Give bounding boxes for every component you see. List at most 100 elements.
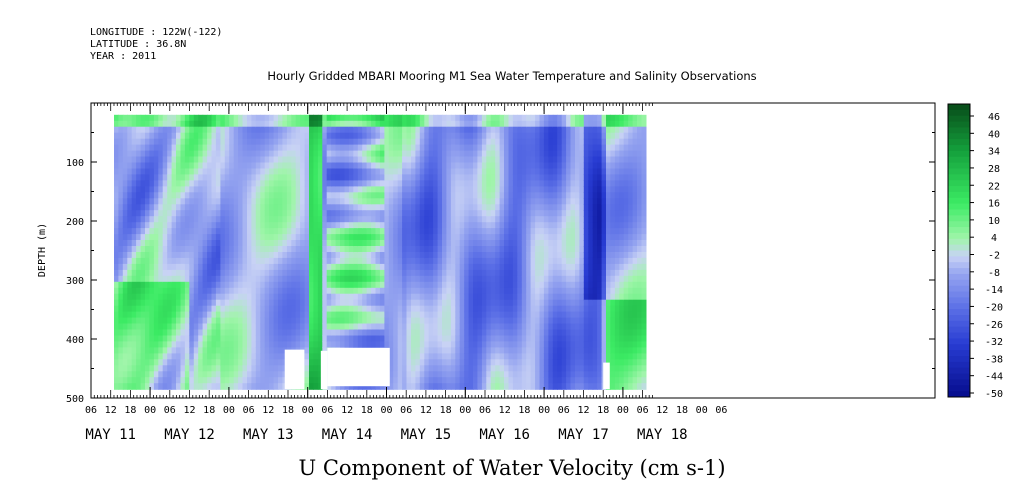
x-tick-label: 12 xyxy=(183,405,195,416)
x-tick-label: 06 xyxy=(479,405,491,416)
colorbar-segment xyxy=(948,379,970,386)
y-tick-label: 500 xyxy=(66,394,84,405)
colorbar-segment xyxy=(948,344,970,351)
x-tick-label: 12 xyxy=(577,405,589,416)
x-tick-label: 18 xyxy=(203,405,215,416)
x-tick-label: 06 xyxy=(243,405,255,416)
date-label: MAY 17 xyxy=(558,427,609,443)
colorbar-segment xyxy=(948,338,970,345)
colorbar-segment xyxy=(948,297,970,304)
x-tick-label: 18 xyxy=(518,405,530,416)
x-tick-label: 12 xyxy=(105,405,117,416)
colorbar-segment xyxy=(948,186,970,193)
date-label: MAY 13 xyxy=(243,427,294,443)
x-tick-label: 06 xyxy=(85,405,97,416)
x-tick-label: 06 xyxy=(164,405,176,416)
x-tick-label: 12 xyxy=(341,405,353,416)
colorbar-label: 22 xyxy=(988,181,1000,192)
x-tick-label: 18 xyxy=(597,405,609,416)
x-tick-label: 00 xyxy=(538,405,550,416)
colorbar-segment xyxy=(948,180,970,187)
colorbar-segment xyxy=(948,262,970,269)
x-tick-label: 06 xyxy=(400,405,412,416)
x-tick-label: 00 xyxy=(302,405,314,416)
colorbar-segment xyxy=(948,256,970,263)
colorbar-label: 10 xyxy=(988,216,1000,227)
colorbar-segment xyxy=(948,273,970,281)
x-tick-label: 00 xyxy=(617,405,629,416)
colorbar-segment xyxy=(948,174,970,181)
date-label: MAY 11 xyxy=(85,427,136,443)
y-tick-label: 300 xyxy=(66,276,84,287)
colorbar-segment xyxy=(948,303,970,310)
colorbar-label: 4 xyxy=(991,233,997,244)
colorbar-segment xyxy=(948,232,970,240)
colorbar: 46 40 34 28 22 16 10 4 -2 -8 -14 -20 -26 -32 -38 -44 -50 xyxy=(947,103,1003,400)
colorbar-segment xyxy=(948,227,970,234)
colorbar-segment xyxy=(948,133,970,140)
colorbar-label: -44 xyxy=(985,372,1003,383)
colorbar-label: -14 xyxy=(985,285,1003,296)
colorbar-segment xyxy=(948,320,970,328)
x-tick-label: 00 xyxy=(459,405,471,416)
year-label: YEAR : 2011 xyxy=(90,51,156,62)
colorbar-segment xyxy=(948,309,970,316)
colorbar-segment xyxy=(948,156,970,164)
colorbar-label: 34 xyxy=(988,147,1000,158)
colorbar-label: 16 xyxy=(988,199,1000,210)
colorbar-label: -8 xyxy=(988,268,1000,279)
colorbar-segment xyxy=(948,326,970,334)
y-tick-label: 100 xyxy=(66,158,84,169)
colorbar-segment xyxy=(948,127,970,134)
colorbar-segment xyxy=(948,162,970,169)
date-label: MAY 15 xyxy=(401,427,452,443)
colorbar-segment xyxy=(948,109,970,117)
colorbar-segment xyxy=(948,391,970,398)
colorbar-segment xyxy=(948,244,970,251)
colorbar-segment xyxy=(948,332,970,339)
y-tick-label: 400 xyxy=(66,335,84,346)
x-tick-label: 06 xyxy=(637,405,649,416)
longitude-label: LONGITUDE : 122W(-122) xyxy=(90,27,222,38)
colorbar-label: -26 xyxy=(985,320,1003,331)
colorbar-segment xyxy=(948,145,970,152)
colorbar-segment xyxy=(948,350,970,357)
colorbar-segment xyxy=(948,168,970,175)
x-tick-label: 18 xyxy=(676,405,688,416)
x-tick-label: 18 xyxy=(440,405,452,416)
x-tick-label: 06 xyxy=(715,405,727,416)
date-label: MAY 18 xyxy=(637,427,688,443)
colorbar-segment xyxy=(948,221,970,228)
latitude-label: LATITUDE : 36.8N xyxy=(90,39,186,50)
x-tick-label: 06 xyxy=(321,405,333,416)
colorbar-label: 40 xyxy=(988,129,1000,140)
colorbar-label: -20 xyxy=(985,302,1003,313)
x-tick-label: 12 xyxy=(499,405,511,416)
colorbar-segment xyxy=(948,291,970,298)
x-tick-label: 06 xyxy=(558,405,570,416)
x-tick-label: 18 xyxy=(361,405,373,416)
x-tick-label: 18 xyxy=(124,405,136,416)
colorbar-segment xyxy=(948,121,970,128)
colorbar-segment xyxy=(948,215,970,222)
colorbar-segment xyxy=(948,361,970,369)
colorbar-label: 46 xyxy=(988,112,1000,123)
heatmap-field xyxy=(114,114,647,390)
colorbar-label: -50 xyxy=(985,389,1003,400)
colorbar-segment xyxy=(948,209,970,216)
colorbar-segment xyxy=(948,285,970,293)
date-label: MAY 14 xyxy=(322,427,373,443)
colorbar-segment xyxy=(948,203,970,210)
colorbar-segment xyxy=(948,373,970,380)
colorbar-segment xyxy=(948,191,970,199)
colorbar-segment xyxy=(948,139,970,146)
colorbar-segment xyxy=(948,104,970,111)
x-axis-label: U Component of Water Velocity (cm s-1) xyxy=(298,456,725,480)
colorbar-segment xyxy=(948,355,970,363)
colorbar-label: -2 xyxy=(988,251,1000,262)
date-label: MAY 16 xyxy=(479,427,530,443)
x-tick-label: 00 xyxy=(144,405,156,416)
colorbar-segment xyxy=(948,150,970,158)
